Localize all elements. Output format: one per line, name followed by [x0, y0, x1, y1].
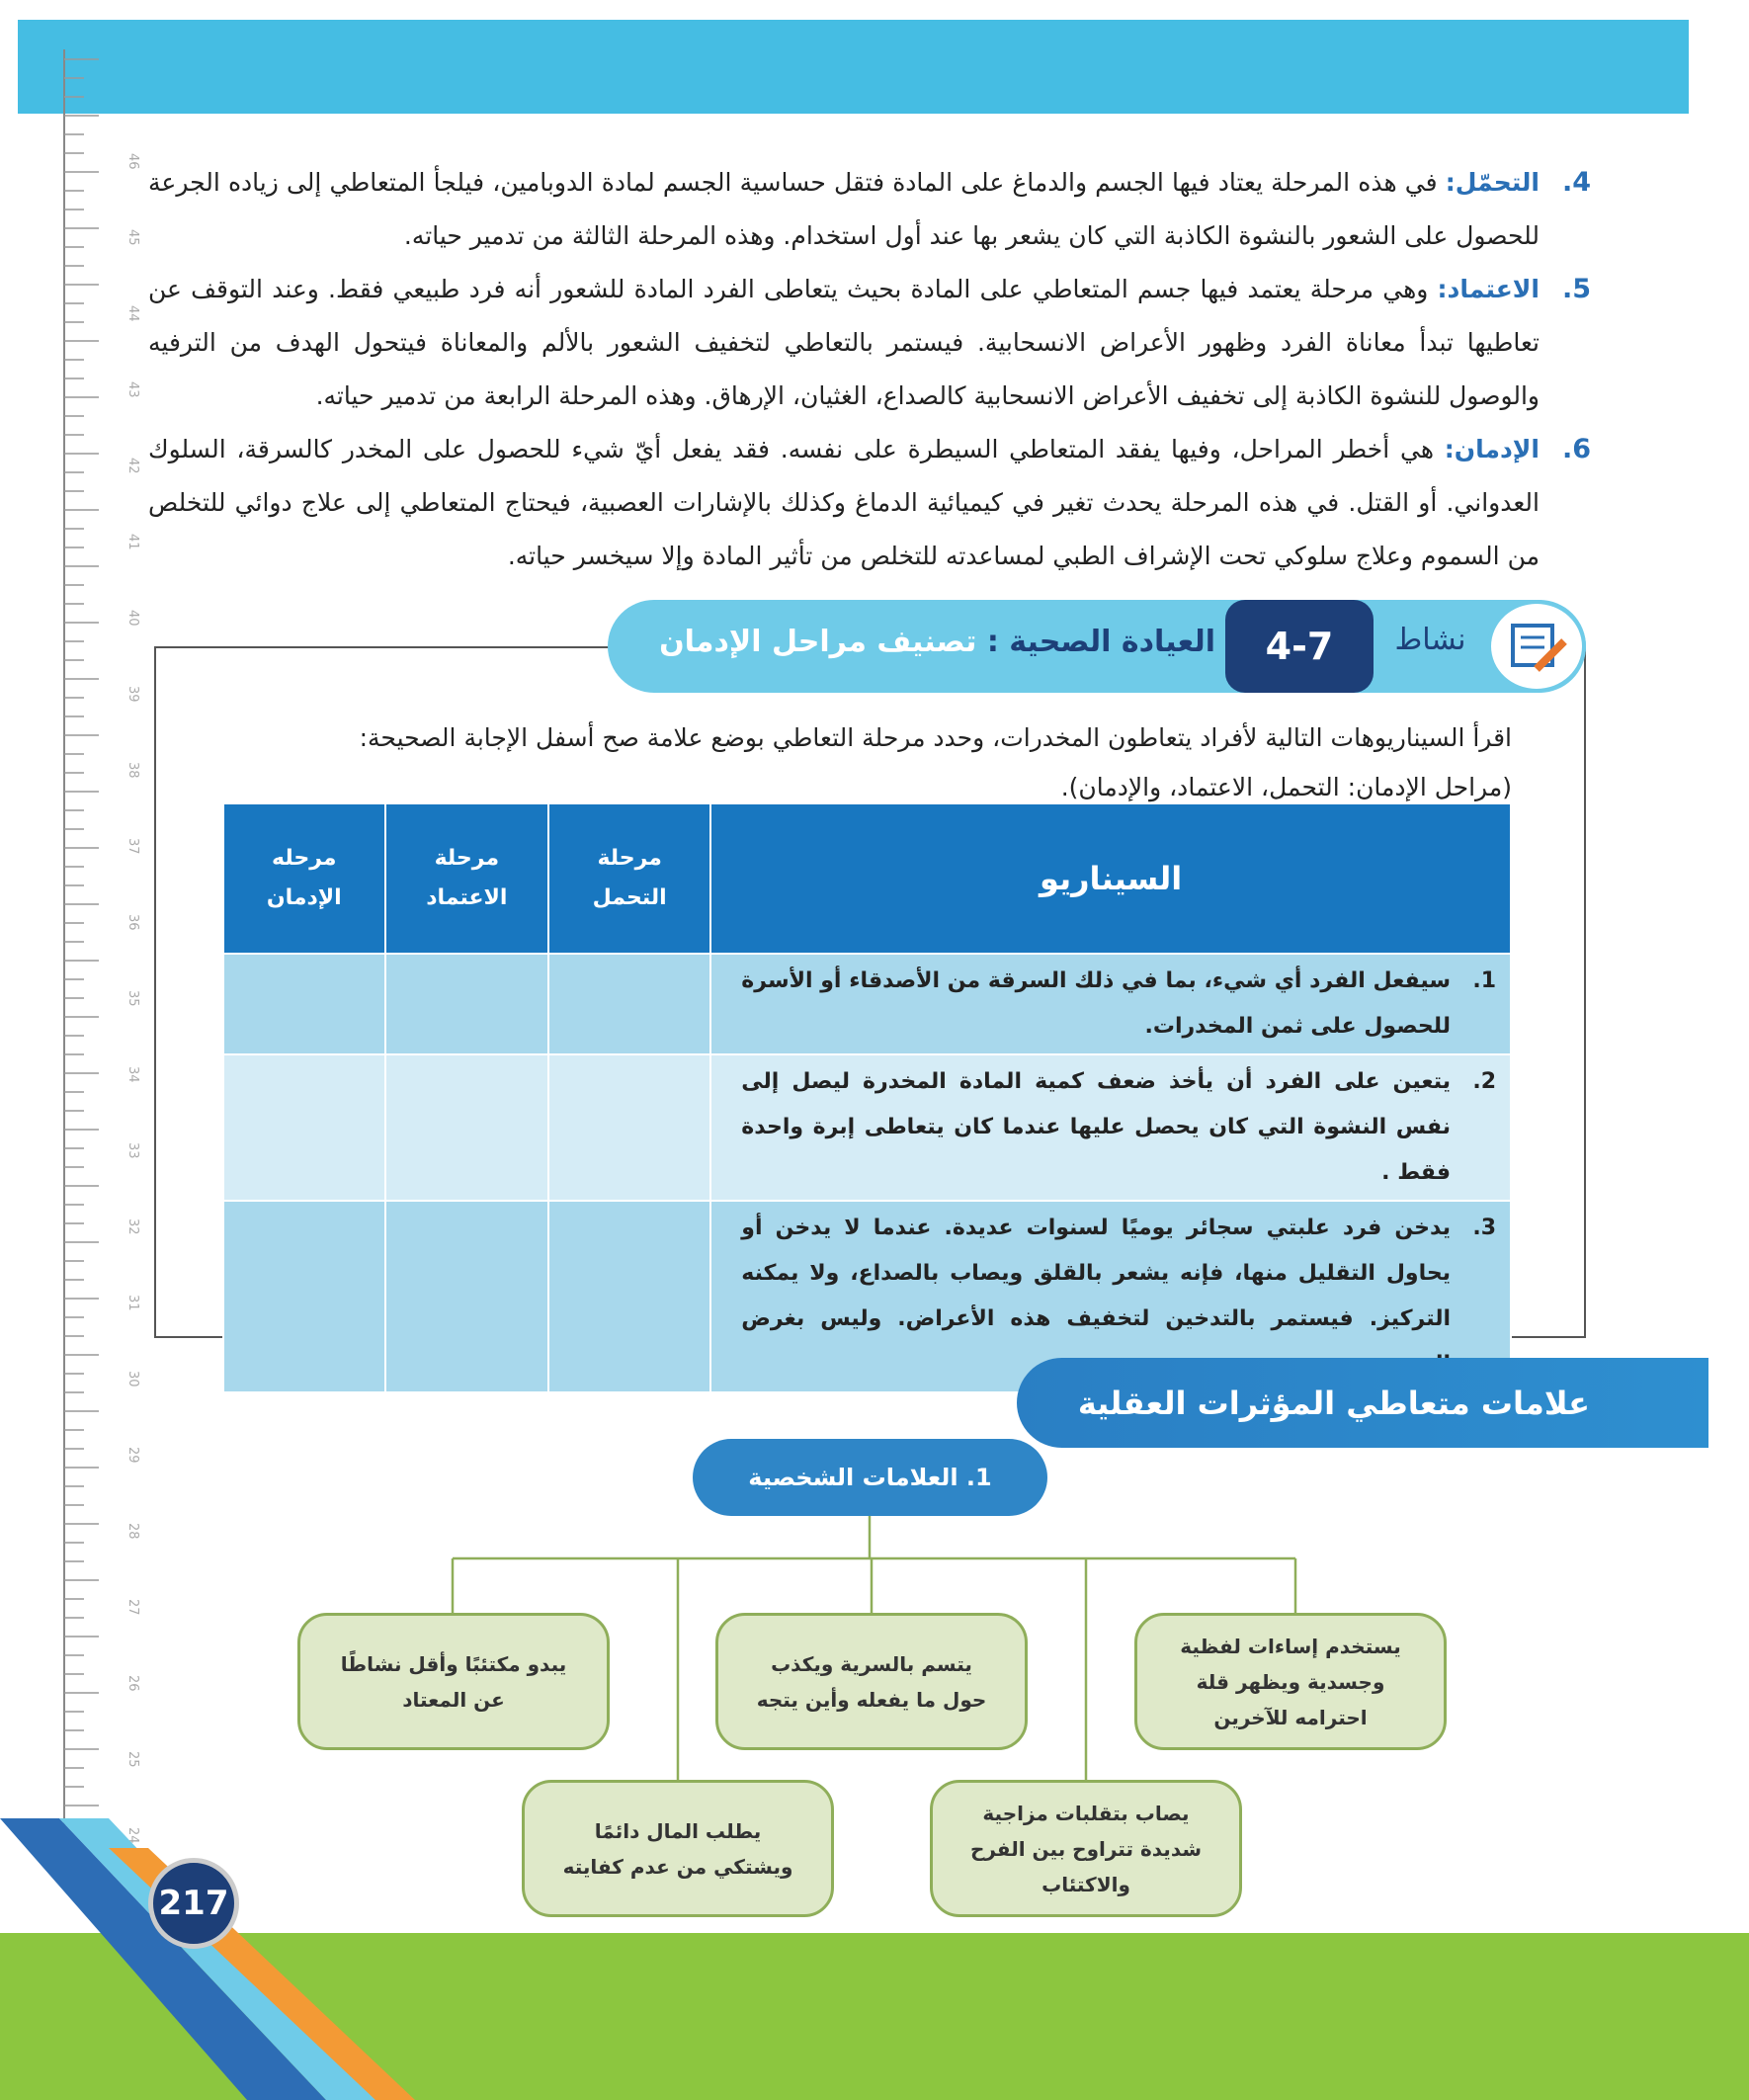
activity-code: 4-7: [1225, 600, 1374, 693]
item-body: في هذه المرحلة يعتاد فيها الجسم والدماغ …: [148, 168, 1540, 250]
ruler-label: 41: [125, 534, 140, 550]
answer-cell: [383, 953, 550, 1055]
sign-node: يطلب المال دائمًا ويشتكي من عدم كفايته: [522, 1780, 834, 1917]
table-header: السيناريو: [709, 802, 1512, 955]
row-number: 3.: [1472, 1216, 1496, 1240]
footer-stripes: [0, 1818, 415, 2100]
ruler-label: 42: [125, 458, 140, 474]
ruler-label: 26: [125, 1675, 140, 1692]
sign-node: يتسم بالسرية ويكذب حول ما يفعله وأين يتج…: [715, 1613, 1028, 1750]
ruler-label: 32: [125, 1218, 140, 1235]
ruler-label: 29: [125, 1447, 140, 1464]
top-bar: [18, 20, 1689, 114]
scenario-table: السيناريو مرحلة التحمل مرحلة الاعتماد مرحله…: [222, 802, 1512, 1393]
list-item: 5. الاعتماد: وهي مرحلة يعتمد فيها جسم الم…: [148, 263, 1591, 423]
list-item: 6. الإدمان: هي أخطر المراحل، وفيها يفقد ا…: [148, 423, 1591, 583]
ruler-label: 39: [125, 686, 140, 703]
connectors: [451, 1516, 1297, 1780]
answer-cell: [222, 953, 386, 1055]
ruler-label: 30: [125, 1371, 140, 1387]
stages-note: (مراحل الإدمان: التحمل، الاعتماد، والإدم…: [1060, 773, 1512, 801]
answer-cell: [383, 1200, 550, 1393]
item-number: 6.: [1561, 434, 1591, 464]
activity-icon: [1487, 600, 1586, 693]
row-text: يتعين على الفرد أن يأخذ ضعف كمية المادة …: [741, 1069, 1451, 1185]
scenario-cell: 2. يتعين على الفرد أن يأخذ ضعف كمية الماد…: [709, 1053, 1512, 1202]
answer-cell: [383, 1053, 550, 1202]
row-text: سيفعل الفرد أي شيء، بما في ذلك السرقة من…: [741, 968, 1451, 1039]
sign-node: يستخدم إساءات لفظية وجسدية ويظهر قلة احت…: [1134, 1613, 1447, 1750]
sign-node: يصاب بتقلبات مزاجية شديدة تتراوح بين الف…: [930, 1780, 1242, 1917]
ruler-label: 46: [125, 153, 140, 170]
activity-title: العيادة الصحية : تصنيف مراحل الإدمان: [632, 625, 1215, 659]
ruler-label: 25: [125, 1751, 140, 1768]
ruler-label: 45: [125, 229, 140, 246]
table-header: مرحلة الاعتماد: [383, 802, 550, 955]
ruler-label: 24: [125, 1827, 140, 1844]
pencil-icon: [1511, 624, 1567, 672]
row-number: 2.: [1472, 1069, 1496, 1094]
item-body: هي أخطر المراحل، وفيها يفقد المتعاطي الس…: [148, 435, 1540, 570]
ruler-label: 27: [125, 1599, 140, 1616]
answer-cell: [547, 1200, 712, 1393]
ruler-label: 33: [125, 1142, 140, 1159]
item-number: 5.: [1561, 274, 1591, 304]
item-term: الاعتماد:: [1437, 275, 1540, 303]
scenario-cell: 1. سيفعل الفرد أي شيء، بما في ذلك السرقة …: [709, 953, 1512, 1055]
header-row: السيناريو مرحلة التحمل مرحلة الاعتماد مرحله…: [222, 802, 1512, 955]
instruction: اقرأ السيناريوهات التالية لأفراد يتعاطون…: [217, 714, 1512, 812]
root-node: 1. العلامات الشخصية: [693, 1439, 1047, 1516]
row-number: 1.: [1472, 968, 1496, 993]
answer-cell: [222, 1053, 386, 1202]
page-number: 217: [148, 1858, 239, 1949]
ruler-label: 37: [125, 838, 140, 855]
ruler-label: 38: [125, 762, 140, 779]
list-item: 4. التحمّل: في هذه المرحلة يعتاد فيها الج…: [148, 156, 1591, 263]
table-row: 1. سيفعل الفرد أي شيء، بما في ذلك السرقة …: [222, 953, 1512, 1055]
activity-label: نشاط: [1394, 623, 1466, 657]
ruler-label: 43: [125, 381, 140, 398]
item-term: الإدمان:: [1444, 435, 1540, 463]
activity-topic: العيادة الصحية :: [986, 625, 1215, 659]
answer-cell: [222, 1200, 386, 1393]
ruler-label: 44: [125, 305, 140, 322]
answer-cell: [547, 953, 712, 1055]
ruler-label: 40: [125, 610, 140, 627]
row-text: يدخن فرد علبتي سجائر يوميًا لسنوات عديدة…: [741, 1216, 1451, 1377]
table-header: مرحلة التحمل: [547, 802, 712, 955]
item-term: التحمّل:: [1445, 168, 1540, 197]
activity-header: [608, 600, 1586, 693]
activity-title-text: تصنيف مراحل الإدمان: [659, 625, 977, 659]
ruler-label: 35: [125, 990, 140, 1007]
ruler-label: 34: [125, 1066, 140, 1083]
table-row: 2. يتعين على الفرد أن يأخذ ضعف كمية الماد…: [222, 1053, 1512, 1202]
ruler-label: 31: [125, 1295, 140, 1311]
item-body: وهي مرحلة يعتمد فيها جسم المتعاطي على ال…: [148, 275, 1540, 410]
instruction-text: اقرأ السيناريوهات التالية لأفراد يتعاطون…: [359, 723, 1512, 752]
table-header: مرحله الإدمان: [222, 802, 386, 955]
ruler: 46 45 44 43 42 41 40 39 38 37 36 35 34 33 32 31 30 29 28 27…: [63, 49, 140, 1844]
item-number: 4.: [1561, 167, 1591, 198]
sign-node: يبدو مكتئبًا وأقل نشاطًا عن المعتاد: [297, 1613, 610, 1750]
answer-cell: [547, 1053, 712, 1202]
section-title: علامات متعاطي المؤثرات العقلية: [1017, 1358, 1708, 1448]
ruler-label: 28: [125, 1523, 140, 1540]
ruler-label: 36: [125, 914, 140, 931]
